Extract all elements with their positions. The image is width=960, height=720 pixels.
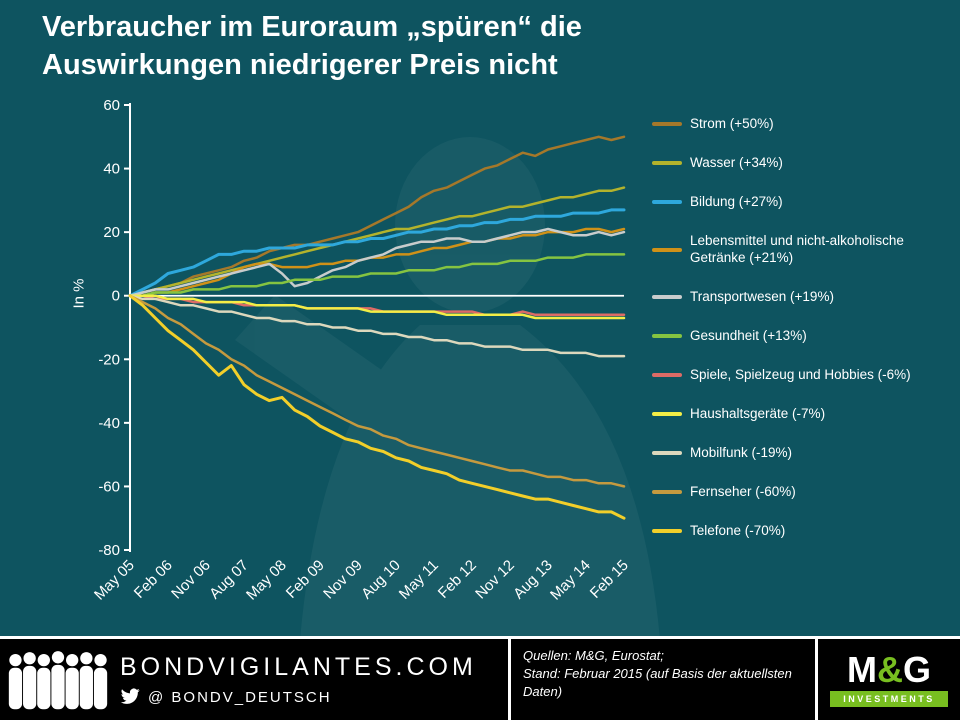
x-tick-label-12: May 14 — [547, 557, 594, 604]
twitter-icon — [120, 688, 140, 704]
legend-swatch-strom — [652, 122, 682, 127]
page-title-line2: Auswirkungen niedrigerer Preis nicht — [42, 49, 558, 82]
y-tick-label-20: 20 — [103, 224, 120, 241]
legend-item-lebensmittel: Lebensmittel und nicht-alkoholische Getr… — [652, 233, 952, 267]
x-tick-label-6: Nov 09 — [320, 557, 366, 603]
legend-item-spiele: Spiele, Spielzeug und Hobbies (-6%) — [652, 367, 952, 384]
legend-label-wasser: Wasser (+34%) — [690, 155, 783, 171]
source-note: Quellen: M&G, Eurostat; Stand: Februar 2… — [508, 639, 818, 720]
legend-swatch-telefone — [652, 529, 682, 534]
legend-label-telefone: Telefone (-70%) — [690, 523, 786, 539]
x-tick-label-13: Feb 15 — [587, 557, 632, 602]
legend-label-gesundheit: Gesundheit (+13%) — [690, 327, 807, 343]
legend-swatch-spiele — [652, 373, 682, 378]
mg-logo-word: M&G — [847, 652, 931, 688]
chart-legend: Strom (+50%) Wasser (+34%) Bildung (+27%) L… — [652, 116, 952, 540]
y-tick-label-60: 60 — [103, 97, 120, 114]
legend-label-spiele: Spiele, Spielzeug und Hobbies (-6%) — [690, 366, 911, 382]
mg-logo: M&G INVESTMENTS — [818, 639, 960, 720]
series-line-bildung — [128, 208, 626, 298]
legend-swatch-haushaltsgeraete — [652, 412, 682, 417]
site-name: BONDVIGILANTES.COM — [120, 653, 477, 681]
footer-brand-text: BONDVIGILANTES.COM @ BONDV_DEUTSCH — [120, 653, 477, 706]
series-line-transportwesen — [128, 227, 626, 297]
legend-swatch-gesundheit — [652, 334, 682, 339]
legend-item-bildung: Bildung (+27%) — [652, 194, 952, 211]
footer-brand-section: BONDVIGILANTES.COM @ BONDV_DEUTSCH — [0, 639, 508, 720]
legend-item-transportwesen: Transportwesen (+19%) — [652, 289, 952, 306]
x-tick-label-4: May 08 — [243, 557, 290, 604]
series-line-telefone — [128, 294, 626, 520]
y-tick-label--40: -40 — [98, 415, 120, 432]
y-tick-label--60: -60 — [98, 478, 120, 495]
legend-item-telefone: Telefone (-70%) — [652, 523, 952, 540]
y-tick-label-0: 0 — [112, 288, 120, 305]
legend-label-lebensmittel: Lebensmittel und nicht-alkoholische Getr… — [690, 233, 904, 265]
legend-item-strom: Strom (+50%) — [652, 116, 952, 133]
crowd-icon — [8, 650, 108, 709]
legend-item-wasser: Wasser (+34%) — [652, 155, 952, 172]
series-line-wasser — [128, 186, 626, 297]
y-tick-label--80: -80 — [98, 542, 120, 559]
y-tick-label--20: -20 — [98, 351, 120, 368]
legend-swatch-fernseher — [652, 490, 682, 495]
x-tick-label-1: Feb 06 — [131, 557, 176, 602]
legend-label-mobilfunk: Mobilfunk (-19%) — [690, 445, 793, 460]
legend-swatch-transportwesen — [652, 295, 682, 300]
footer: BONDVIGILANTES.COM @ BONDV_DEUTSCH Quell… — [0, 636, 960, 720]
series-line-mobilfunk — [128, 294, 626, 358]
x-tick-label-2: Nov 06 — [168, 557, 214, 603]
series-line-strom — [128, 135, 626, 297]
legend-swatch-bildung — [652, 200, 682, 205]
mg-logo-g: G — [902, 649, 931, 690]
x-tick-label-0: May 05 — [91, 557, 138, 604]
mg-logo-m: M — [846, 649, 877, 690]
series-line-gesundheit — [128, 253, 626, 297]
twitter-handle-row: @ BONDV_DEUTSCH — [120, 688, 477, 706]
x-tick-label-3: Aug 07 — [206, 557, 252, 603]
legend-swatch-mobilfunk — [652, 451, 682, 456]
x-tick-label-8: May 11 — [396, 557, 442, 603]
legend-item-mobilfunk: Mobilfunk (-19%) — [652, 445, 952, 462]
twitter-handle: @ BONDV_DEUTSCH — [148, 688, 332, 706]
series-line-haushaltsgeraete — [128, 294, 626, 320]
y-tick-label-40: 40 — [103, 161, 120, 178]
mg-logo-investments: INVESTMENTS — [830, 691, 948, 707]
series-line-lebensmittel — [128, 227, 626, 297]
legend-swatch-lebensmittel — [652, 247, 682, 252]
series-line-fernseher — [128, 294, 626, 488]
legend-label-haushaltsgeraete: Haushaltsgeräte (-7%) — [690, 405, 826, 421]
legend-label-strom: Strom (+50%) — [690, 116, 774, 131]
legend-item-gesundheit: Gesundheit (+13%) — [652, 328, 952, 345]
x-tick-label-9: Feb 12 — [435, 557, 480, 602]
legend-label-bildung: Bildung (+27%) — [690, 194, 783, 210]
x-tick-label-11: Aug 13 — [510, 557, 556, 603]
mg-logo-amp: & — [876, 649, 903, 690]
x-tick-label-5: Feb 09 — [283, 557, 328, 602]
legend-item-haushaltsgeraete: Haushaltsgeräte (-7%) — [652, 406, 952, 423]
page-title-line1: Verbraucher im Euroraum „spüren“ die — [42, 11, 582, 43]
legend-label-fernseher: Fernseher (-60%) — [690, 484, 796, 500]
legend-swatch-wasser — [652, 161, 682, 166]
legend-item-fernseher: Fernseher (-60%) — [652, 484, 952, 501]
page-title: Verbraucher im Euroraum „spüren“ die Aus… — [42, 8, 582, 85]
x-tick-label-10: Nov 12 — [472, 557, 518, 603]
x-tick-label-7: Aug 10 — [358, 557, 404, 603]
legend-label-transportwesen: Transportwesen (+19%) — [690, 288, 834, 304]
